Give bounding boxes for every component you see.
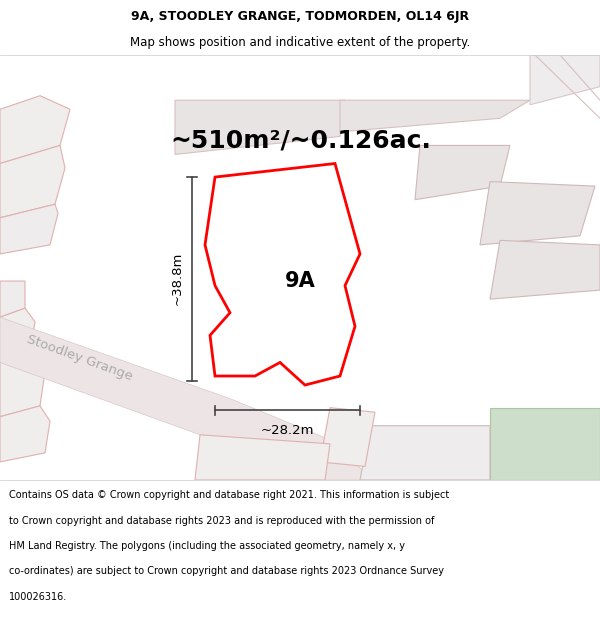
Text: 9A: 9A: [284, 271, 316, 291]
Polygon shape: [415, 146, 510, 199]
Text: ~510m²/~0.126ac.: ~510m²/~0.126ac.: [170, 129, 431, 153]
Polygon shape: [490, 408, 600, 480]
Text: to Crown copyright and database rights 2023 and is reproduced with the permissio: to Crown copyright and database rights 2…: [9, 516, 434, 526]
Polygon shape: [0, 204, 58, 254]
Text: ~28.2m: ~28.2m: [261, 424, 314, 437]
Polygon shape: [320, 408, 375, 466]
Text: ~38.8m: ~38.8m: [171, 252, 184, 306]
Polygon shape: [0, 96, 70, 164]
Polygon shape: [0, 353, 45, 417]
Polygon shape: [480, 182, 595, 245]
Polygon shape: [175, 100, 345, 154]
Polygon shape: [490, 241, 600, 299]
Polygon shape: [340, 100, 530, 132]
Text: Contains OS data © Crown copyright and database right 2021. This information is : Contains OS data © Crown copyright and d…: [9, 490, 449, 500]
Text: Stoodley Grange: Stoodley Grange: [25, 332, 134, 383]
Polygon shape: [0, 308, 35, 362]
Polygon shape: [195, 435, 330, 480]
Polygon shape: [205, 164, 360, 385]
Polygon shape: [0, 146, 65, 217]
Text: HM Land Registry. The polygons (including the associated geometry, namely x, y: HM Land Registry. The polygons (includin…: [9, 541, 405, 551]
Polygon shape: [530, 55, 600, 105]
Text: co-ordinates) are subject to Crown copyright and database rights 2023 Ordnance S: co-ordinates) are subject to Crown copyr…: [9, 566, 444, 576]
Polygon shape: [0, 281, 25, 318]
Polygon shape: [0, 318, 370, 480]
Text: Map shows position and indicative extent of the property.: Map shows position and indicative extent…: [130, 36, 470, 49]
Polygon shape: [360, 426, 490, 480]
Text: 100026316.: 100026316.: [9, 592, 67, 602]
Polygon shape: [0, 406, 50, 462]
Text: 9A, STOODLEY GRANGE, TODMORDEN, OL14 6JR: 9A, STOODLEY GRANGE, TODMORDEN, OL14 6JR: [131, 10, 469, 23]
